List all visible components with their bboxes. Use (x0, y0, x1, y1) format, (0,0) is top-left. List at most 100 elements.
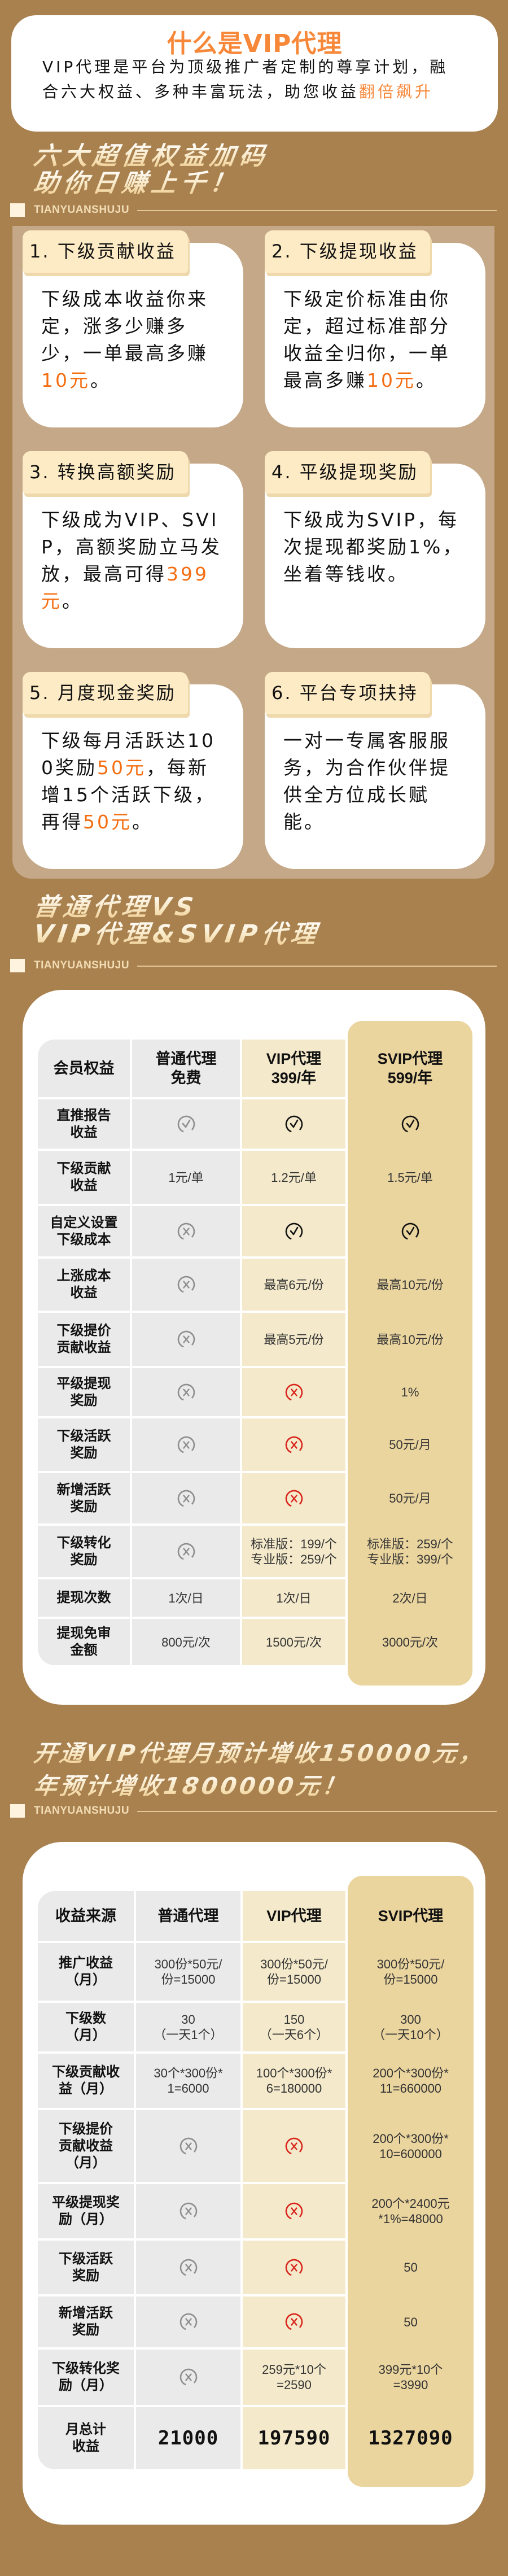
check-circle-gray-icon (177, 1115, 195, 1133)
benefit-text-segment: 下级定价标准由你定，超过标准部分收益全归你，一单最高多赚 (283, 288, 450, 391)
table-row: 新增活跃 奖励 50 (38, 2296, 474, 2347)
table-grid: 收益来源 普通代理 VIP代理 SVIP代理 推广收益 （月） 300份*50元/ 份=1… (38, 1891, 474, 2469)
x-circle-gray-icon (177, 1383, 195, 1401)
intro-body-line2-text: 合六大权益、多种丰富玩法，助您收益 (42, 82, 360, 101)
table-cell: 1次/日 (132, 1579, 240, 1617)
benefit-card-text: 下级成为SVIP，每次提现都奖励1%，坐着等钱收。 (283, 507, 464, 588)
table-row-label: 下级活跃 奖励 (38, 1418, 130, 1471)
table-cell-icon (242, 1368, 345, 1416)
table-row-label: 下级贡献 收益 (38, 1151, 130, 1204)
table-row: 下级提价 贡献收益 （月） 200个*300份* 10=600000 (38, 2110, 474, 2182)
table-cell: 1.5元/单 (387, 1170, 433, 1185)
x-circle-gray-icon (177, 1222, 195, 1240)
benefits-heading-line1: 六大超值权益加码 (32, 142, 271, 171)
x-circle-red-icon (285, 2313, 303, 2331)
benefit-card-title: 3. 转换高额奖励 (23, 451, 188, 494)
check-circle-icon (285, 1222, 303, 1240)
svip-column-highlight (348, 1876, 474, 2487)
table-cell: 1327090 (368, 2426, 453, 2450)
benefit-card-title: 6. 平台专项扶持 (265, 672, 430, 714)
intro-body: VIP代理是平台为顶级推广者定制的尊享计划，融 合六大权益、多种丰富玩法，助您收… (42, 55, 477, 104)
table-cell: 1% (401, 1385, 419, 1399)
table-cell-icon (243, 2110, 345, 2182)
watermark-text: TIANYUANSHUJU (34, 1805, 130, 1817)
table-row: 平级提现 奖励 1% (38, 1368, 472, 1416)
x-circle-gray-icon (179, 2137, 197, 2155)
watermark-bar: TIANYUANSHUJU (10, 1804, 497, 1818)
table-row-label: 提现免审 金额 (38, 1619, 130, 1665)
table-row-label: 上涨成本 收益 (38, 1259, 130, 1311)
table-cell: 1次/日 (242, 1579, 345, 1617)
table-header-cell: 普通代理 免费 (132, 1040, 240, 1097)
table-row-label: 下级转化奖 励（月） (38, 2350, 134, 2405)
table-row: 下级贡献收 益（月） 30个*300份* 1=6000 100个*300份* 6=1… (38, 2054, 474, 2108)
benefit-highlight: 10元 (41, 369, 90, 391)
benefit-text-segment: 一对一专属客服服务，为合作伙伴提供全方位成长赋能。 (283, 730, 450, 833)
table-cell: 1.2元/单 (242, 1151, 345, 1204)
table-cell-icon (242, 1099, 345, 1149)
watermark-text: TIANYUANSHUJU (34, 204, 130, 216)
benefit-text-segment: 下级成为SVIP，每次提现都奖励1%，坐着等钱收。 (283, 509, 464, 585)
table-cell: 50元/月 (389, 1438, 431, 1452)
x-circle-red-icon (285, 1436, 303, 1453)
table-cell: 1元/单 (132, 1151, 240, 1204)
table-cell-icon (132, 1368, 240, 1416)
table-cell: 300份*50元/ 份=15000 (243, 1943, 345, 2001)
benefit-text-segment: 。 (90, 369, 111, 391)
table-row-label: 新增活跃 奖励 (38, 2296, 134, 2347)
compare-heading-line2: VIP代理&SVIP代理 (32, 920, 323, 949)
table-row-label: 新增活跃 奖励 (38, 1473, 130, 1523)
table-row-label: 平级提现奖 励（月） (38, 2184, 134, 2238)
table-cell: 21000 (136, 2407, 240, 2469)
table-cell-icon (242, 1418, 345, 1471)
check-circle-icon (285, 1115, 303, 1133)
table-cell-icon (242, 1206, 345, 1256)
table-row: 提现次数 1次/日 1次/日 2次/日 (38, 1579, 472, 1617)
table-cell-icon (132, 1418, 240, 1471)
table-row-label: 下级活跃 奖励 (38, 2241, 134, 2294)
table-row: 提现免审 金额 800元/次 1500元/次 3000元/次 (38, 1619, 472, 1665)
table-cell: 399元*10个 =3990 (378, 2363, 443, 2392)
watermark-square (10, 1804, 25, 1818)
table-row: 平级提现奖 励（月） 200个*2400元 *1%=48000 (38, 2184, 474, 2238)
benefit-highlight: 10元 (367, 369, 416, 391)
table-cell-icon (348, 1206, 472, 1256)
benefit-text-segment: 。 (62, 590, 83, 612)
table-cell: 50元/月 (389, 1491, 431, 1505)
table-row: 下级数 （月） 30 （一天1个） 150 （一天6个） 300 （一天10个） (38, 2003, 474, 2051)
benefit-text-segment: 。 (132, 811, 153, 833)
table-cell: 1500元/次 (242, 1619, 345, 1665)
table-header-row: 会员权益 普通代理 免费 VIP代理 399/年 SVIP代理 599/年 (38, 1040, 472, 1097)
table-header-cell: 收益来源 (38, 1891, 134, 1941)
watermark-line (137, 210, 497, 211)
benefit-card-text: 下级定价标准由你定，超过标准部分收益全归你，一单最高多赚10元。 (283, 286, 464, 394)
intro-highlight: 翻倍飙升 (359, 82, 434, 101)
income-heading-line2: 年预计增收1800000元！ (32, 1772, 351, 1800)
table-row-label: 平级提现 奖励 (38, 1368, 130, 1416)
table-cell: 259元*10个 =2590 (243, 2350, 345, 2405)
table-cell: 200个*2400元 *1%=48000 (371, 2197, 450, 2226)
table-cell: 最高6元/份 (242, 1259, 345, 1311)
intro-card: 什么是VIP代理 VIP代理是平台为顶级推广者定制的尊享计划，融 合六大权益、多… (11, 15, 498, 132)
x-circle-gray-icon (179, 2202, 197, 2220)
x-circle-gray-icon (179, 2259, 197, 2276)
table-header-cell: VIP代理 399/年 (242, 1040, 345, 1097)
table-cell: 150 （一天6个） (243, 2003, 345, 2051)
table-row: 下级活跃 奖励 50元/月 (38, 1418, 472, 1471)
benefit-text-segment: 。 (416, 369, 437, 391)
table-cell-icon (243, 2296, 345, 2347)
table-row-label: 提现次数 (38, 1579, 130, 1617)
x-circle-red-icon (285, 2137, 303, 2155)
table-row: 上涨成本 收益 最高6元/份 最高10元/份 (38, 1259, 472, 1311)
benefit-highlight: 50元 (97, 757, 146, 779)
x-circle-gray-icon (177, 1543, 195, 1560)
compare-heading-line1: 普通代理VS (32, 893, 200, 922)
table-row: 下级活跃 奖励 50 (38, 2241, 474, 2294)
table-cell-icon (348, 1099, 472, 1149)
table-header-cell: SVIP代理 (378, 1907, 444, 1924)
benefit-card-text: 一对一专属客服服务，为合作伙伴提供全方位成长赋能。 (283, 727, 464, 836)
x-circle-red-icon (285, 2202, 303, 2220)
table-cell-icon (132, 1313, 240, 1366)
table-row-label: 推广收益 （月） (38, 1943, 134, 2001)
table-cell-icon (132, 1099, 240, 1149)
